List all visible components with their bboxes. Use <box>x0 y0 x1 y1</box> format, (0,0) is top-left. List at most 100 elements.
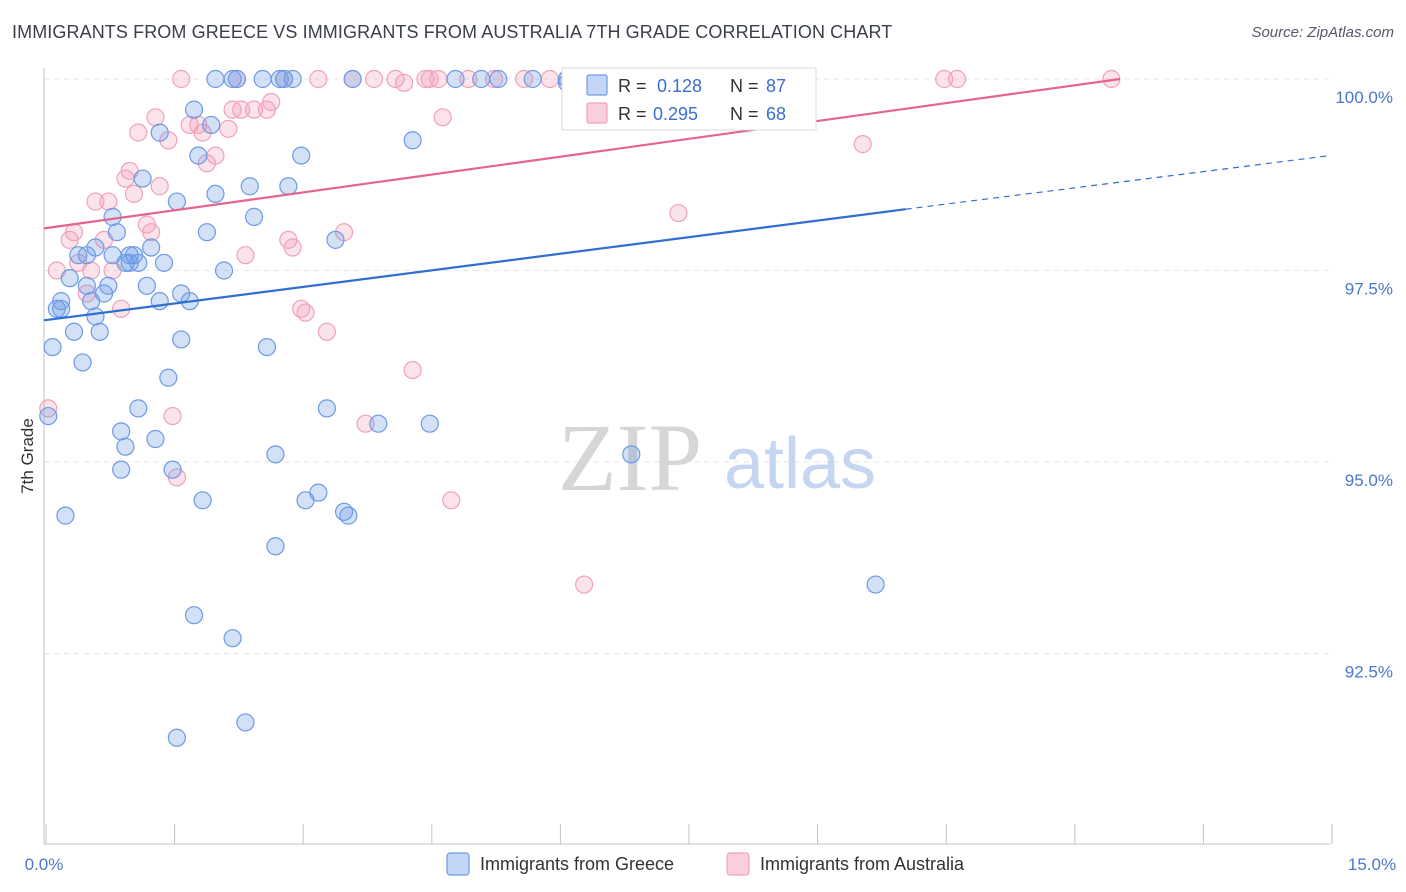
australia-point <box>219 119 238 138</box>
australia-n-value: 68 <box>766 104 786 124</box>
greece-point <box>202 115 221 135</box>
greece-point <box>56 506 75 525</box>
greece-point <box>39 406 58 426</box>
x-ticks <box>45 824 1333 844</box>
greece-point <box>317 399 337 418</box>
greece-point <box>866 575 885 594</box>
legend-greece-label: Immigrants from Greece <box>480 854 674 874</box>
greece-point <box>266 537 285 556</box>
trend-lines <box>43 77 1331 322</box>
greece-point <box>112 422 131 441</box>
australia-point <box>442 491 461 510</box>
australia-point <box>223 100 242 119</box>
australia-point <box>99 192 118 211</box>
australia-point <box>150 177 169 196</box>
australia-point <box>935 69 954 89</box>
bottom-legend: Immigrants from Greece Immigrants from A… <box>446 852 965 876</box>
greece-point <box>309 483 328 502</box>
australia-r-label: R = <box>618 104 647 124</box>
greece-point <box>489 69 508 89</box>
australia-point <box>124 184 144 203</box>
greece-point <box>103 207 122 226</box>
y-tick-label: 95.0% <box>1345 471 1393 490</box>
x-tick-label-max: 15.0% <box>1348 855 1396 874</box>
greece-point <box>107 223 126 242</box>
greece-point <box>116 437 135 456</box>
greece-trend-extension <box>905 155 1331 210</box>
greece-point <box>73 353 92 372</box>
greece-point <box>292 146 311 165</box>
legend-australia-label: Immigrants from Australia <box>760 854 965 874</box>
greece-point <box>64 322 84 341</box>
greece-point <box>43 338 62 357</box>
greece-point <box>326 230 345 249</box>
greece-point <box>223 629 242 648</box>
y-axis-title: 7th Grade <box>18 418 37 494</box>
watermark-atlas: atlas <box>724 424 876 504</box>
greece-point <box>420 414 439 433</box>
australia-point <box>296 303 315 322</box>
greece-point <box>112 460 131 479</box>
australia-point <box>39 399 58 418</box>
australia-point <box>853 135 872 154</box>
greece-point <box>240 177 259 196</box>
australia-point <box>356 414 375 433</box>
greece-point <box>369 414 388 433</box>
australia-point <box>283 238 302 257</box>
greece-point <box>283 69 302 89</box>
greece-point <box>257 338 277 357</box>
australia-point <box>146 108 165 127</box>
legend-australia-swatch <box>726 852 750 876</box>
greece-point <box>244 207 264 226</box>
greece-point <box>270 69 289 89</box>
greece-point <box>99 276 118 295</box>
greece-point <box>163 460 182 479</box>
greece-point <box>167 728 186 747</box>
greece-point <box>189 146 208 165</box>
source-credit: Source: ZipAtlas.com <box>1251 24 1394 41</box>
greece-r-value: 0.128 <box>657 76 702 96</box>
x-tick-label-min: 0.0% <box>25 855 64 874</box>
australia-swatch <box>586 102 608 124</box>
axes <box>43 68 1330 845</box>
greece-n-label: N = <box>730 76 759 96</box>
greece-point <box>266 445 285 464</box>
greece-point <box>227 69 246 89</box>
greece-point <box>206 69 225 89</box>
greece-point <box>120 253 139 272</box>
greece-point <box>197 223 216 242</box>
australia-point <box>142 223 161 242</box>
y-tick-label: 97.5% <box>1345 280 1393 299</box>
greece-point <box>154 253 174 272</box>
greece-point <box>193 491 212 510</box>
australia-point <box>86 192 105 211</box>
y-tick-label: 100.0% <box>1335 88 1393 107</box>
australia-point <box>459 69 478 89</box>
watermark-zip: ZIP <box>558 404 702 511</box>
australia-point <box>575 575 594 594</box>
greece-point <box>150 123 169 142</box>
greece-point <box>446 69 465 89</box>
greece-point <box>146 429 165 449</box>
australia-r-value: 0.295 <box>653 104 698 124</box>
australia-point <box>669 203 688 223</box>
greece-point <box>172 330 191 349</box>
australia-point <box>317 322 337 341</box>
greece-point <box>142 238 161 257</box>
y-tick-label: 92.5% <box>1345 663 1393 682</box>
greece-n-value: 87 <box>766 76 786 96</box>
greece-point <box>334 502 354 521</box>
greece-point <box>279 177 298 196</box>
greece-point <box>167 192 186 211</box>
australia-point <box>364 69 384 89</box>
australia-n-label: N = <box>730 104 759 124</box>
australia-point <box>163 406 182 426</box>
greece-point <box>253 69 272 89</box>
australia-point <box>129 123 148 142</box>
australia-point <box>403 360 422 380</box>
australia-point <box>172 69 191 89</box>
greece-point <box>343 69 362 89</box>
australia-point <box>244 100 264 119</box>
australia-point <box>82 261 101 280</box>
